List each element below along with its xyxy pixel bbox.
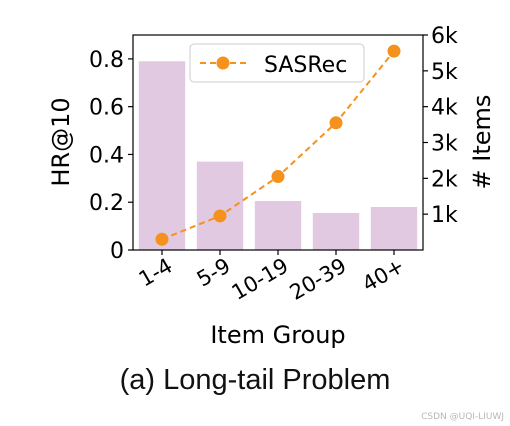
bars-layer bbox=[138, 61, 418, 251]
bar-20-39 bbox=[312, 212, 360, 250]
y-right-tick-label: 4k bbox=[431, 96, 458, 121]
x-tick-label: 10-19 bbox=[228, 254, 293, 305]
y-left-tick-label: 0.8 bbox=[89, 48, 124, 73]
series-point-20-39 bbox=[329, 116, 343, 130]
bar-1-4 bbox=[138, 61, 186, 251]
legend-marker bbox=[216, 56, 230, 70]
y-left-tick-label: 0.4 bbox=[89, 143, 124, 168]
watermark: CSDN @UQI-LIUWJ bbox=[421, 412, 504, 422]
series-point-1-4 bbox=[155, 232, 169, 246]
y-right-tick-label: 2k bbox=[431, 167, 458, 192]
y-left-tick-label: 0 bbox=[110, 239, 124, 264]
legend-box bbox=[189, 43, 365, 83]
x-axis-label: Item Group bbox=[210, 321, 345, 349]
series-point-10-19 bbox=[271, 170, 285, 184]
series-point-40+ bbox=[387, 44, 401, 58]
legend: SASRec bbox=[189, 43, 365, 83]
x-tick-label: 20-39 bbox=[286, 254, 351, 305]
y-right-tick-label: 1k bbox=[431, 203, 458, 228]
y-right-tick-label: 3k bbox=[431, 132, 458, 157]
line-layer bbox=[155, 44, 401, 246]
y-axis-right-label: # Items bbox=[468, 95, 496, 190]
x-tick-label: 40+ bbox=[358, 254, 408, 297]
legend-label: SASRec bbox=[264, 53, 347, 78]
x-tick-label: 1-4 bbox=[135, 254, 177, 292]
series-point-5-9 bbox=[213, 209, 227, 223]
bar-40+ bbox=[370, 207, 418, 250]
y-axis-left-label: HR@10 bbox=[47, 97, 75, 186]
figure-caption: (a) Long-tail Problem bbox=[119, 364, 391, 396]
y-right-tick-label: 6k bbox=[431, 24, 458, 49]
y-right-tick-label: 5k bbox=[431, 60, 458, 85]
bar-10-19 bbox=[254, 201, 302, 250]
y-left-tick-label: 0.6 bbox=[89, 96, 124, 121]
y-left-tick-label: 0.2 bbox=[89, 191, 124, 216]
